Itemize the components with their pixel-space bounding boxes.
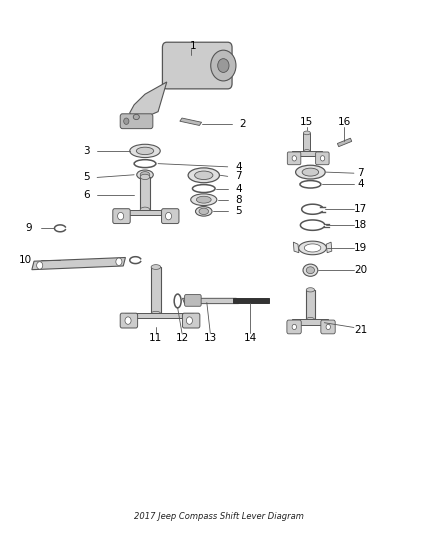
FancyBboxPatch shape (316, 152, 329, 165)
Polygon shape (293, 242, 299, 253)
Text: 6: 6 (83, 190, 89, 200)
Ellipse shape (196, 196, 211, 203)
FancyBboxPatch shape (113, 209, 130, 223)
Ellipse shape (140, 174, 150, 180)
FancyBboxPatch shape (304, 133, 311, 151)
FancyBboxPatch shape (183, 313, 200, 328)
Text: 2: 2 (240, 119, 246, 129)
Text: 4: 4 (235, 183, 242, 193)
Text: 7: 7 (357, 168, 364, 178)
FancyBboxPatch shape (287, 320, 301, 334)
Ellipse shape (296, 165, 325, 179)
Text: 3: 3 (83, 146, 89, 156)
Ellipse shape (136, 147, 154, 155)
Polygon shape (326, 242, 332, 253)
FancyBboxPatch shape (120, 313, 138, 328)
Circle shape (125, 317, 131, 324)
Text: 19: 19 (354, 243, 367, 253)
Polygon shape (337, 138, 352, 147)
Circle shape (292, 324, 297, 329)
Polygon shape (183, 298, 239, 304)
Text: 13: 13 (204, 333, 217, 343)
Text: 10: 10 (19, 255, 32, 265)
Circle shape (321, 156, 325, 161)
Ellipse shape (304, 131, 311, 135)
Polygon shape (292, 319, 328, 325)
Polygon shape (118, 211, 173, 215)
Polygon shape (299, 241, 326, 255)
Ellipse shape (137, 170, 153, 180)
Ellipse shape (306, 266, 314, 273)
Ellipse shape (302, 168, 319, 176)
Ellipse shape (195, 207, 212, 216)
Text: 14: 14 (244, 333, 257, 343)
Ellipse shape (218, 59, 229, 72)
Ellipse shape (140, 172, 150, 178)
Text: 4: 4 (357, 179, 364, 189)
Polygon shape (130, 82, 167, 119)
Ellipse shape (151, 265, 161, 269)
Text: 12: 12 (175, 333, 189, 343)
Circle shape (116, 258, 122, 265)
Circle shape (166, 213, 172, 220)
Text: 5: 5 (235, 206, 242, 216)
Ellipse shape (199, 208, 208, 215)
Circle shape (292, 156, 297, 161)
Text: 4: 4 (235, 162, 242, 172)
Text: 18: 18 (354, 220, 367, 230)
Polygon shape (32, 257, 125, 270)
Polygon shape (125, 313, 193, 318)
Ellipse shape (140, 207, 150, 213)
Text: 20: 20 (354, 265, 367, 275)
FancyBboxPatch shape (306, 290, 314, 319)
Ellipse shape (130, 144, 160, 158)
FancyBboxPatch shape (120, 114, 153, 128)
Text: 5: 5 (83, 172, 89, 182)
Ellipse shape (306, 288, 314, 292)
Text: 8: 8 (235, 195, 242, 205)
Text: 7: 7 (235, 172, 242, 181)
Ellipse shape (151, 311, 161, 316)
Ellipse shape (306, 317, 314, 321)
Polygon shape (233, 298, 269, 303)
FancyBboxPatch shape (162, 42, 232, 89)
Polygon shape (292, 151, 322, 156)
Text: 1: 1 (190, 41, 196, 51)
Text: 16: 16 (338, 117, 351, 127)
Ellipse shape (194, 171, 213, 180)
Polygon shape (180, 118, 201, 125)
Ellipse shape (211, 50, 236, 81)
Ellipse shape (191, 194, 217, 206)
Ellipse shape (303, 264, 318, 276)
Ellipse shape (188, 168, 219, 183)
Polygon shape (304, 244, 321, 252)
FancyBboxPatch shape (185, 295, 201, 306)
FancyBboxPatch shape (162, 209, 179, 223)
Text: 9: 9 (25, 223, 32, 233)
Circle shape (37, 262, 43, 269)
FancyBboxPatch shape (321, 320, 335, 334)
Circle shape (117, 213, 124, 220)
Circle shape (124, 118, 129, 124)
Text: 2017 Jeep Compass Shift Lever Diagram: 2017 Jeep Compass Shift Lever Diagram (134, 512, 304, 521)
Text: 11: 11 (149, 333, 162, 343)
Text: 17: 17 (354, 204, 367, 214)
FancyBboxPatch shape (151, 267, 161, 314)
Text: 15: 15 (300, 117, 314, 127)
Ellipse shape (304, 150, 311, 154)
Text: 21: 21 (354, 325, 367, 335)
FancyBboxPatch shape (287, 152, 301, 165)
Circle shape (326, 324, 330, 329)
FancyBboxPatch shape (140, 177, 150, 210)
Ellipse shape (133, 114, 139, 119)
Circle shape (186, 317, 192, 324)
